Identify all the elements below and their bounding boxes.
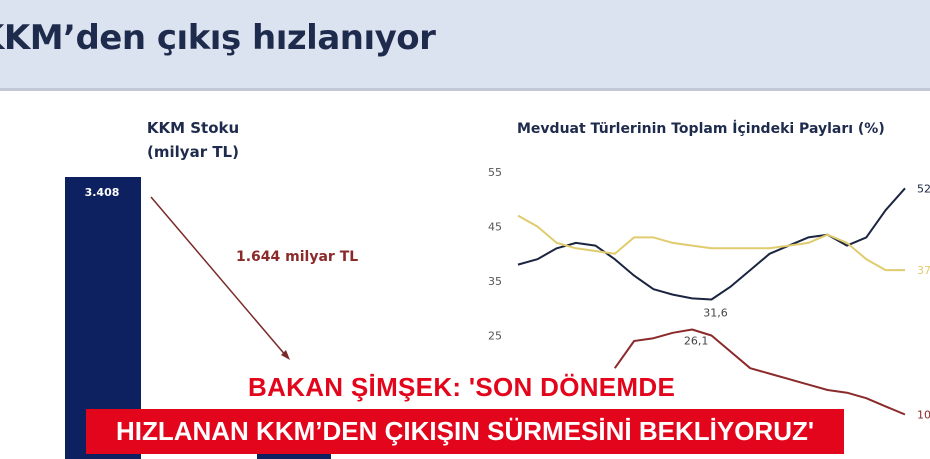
decline-arrow-line <box>150 196 288 358</box>
decline-arrow-head <box>281 350 290 360</box>
slide-title: KKM’den çıkış hızlanıyor <box>0 18 436 58</box>
y-tick-label: 45 <box>488 221 502 234</box>
decline-annotation: 1.644 milyar TL <box>236 249 358 265</box>
point-label: 31,6 <box>703 307 728 320</box>
slide-header: KKM’den çıkış hızlanıyor <box>0 0 930 91</box>
bar-chart-title: KKM Stoku <box>147 119 239 137</box>
headline-line-2: HIZLANAN KKM’DEN ÇIKIŞIN SÜRMESİNİ BEKLİ… <box>86 409 844 454</box>
series-line-1 <box>517 214 905 272</box>
line-chart-title: Mevduat Türlerinin Toplam İçindeki Payla… <box>517 120 885 137</box>
bar-value-label: 3.408 <box>85 186 120 199</box>
series-end-label: 10 <box>917 409 930 422</box>
bar-chart-subtitle: (milyar TL) <box>147 143 239 161</box>
point-label: 26,1 <box>684 335 709 348</box>
series-line-0 <box>517 187 906 301</box>
y-tick-label: 25 <box>488 330 502 343</box>
headline-line-1: BAKAN ŞİMŞEK: 'SON DÖNEMDE <box>248 372 676 402</box>
series-line-2 <box>613 328 906 416</box>
y-tick-label: 55 <box>488 166 502 179</box>
series-end-label: 37 <box>917 264 930 277</box>
y-tick-label: 35 <box>488 275 502 288</box>
series-end-label: 52 <box>917 182 930 195</box>
